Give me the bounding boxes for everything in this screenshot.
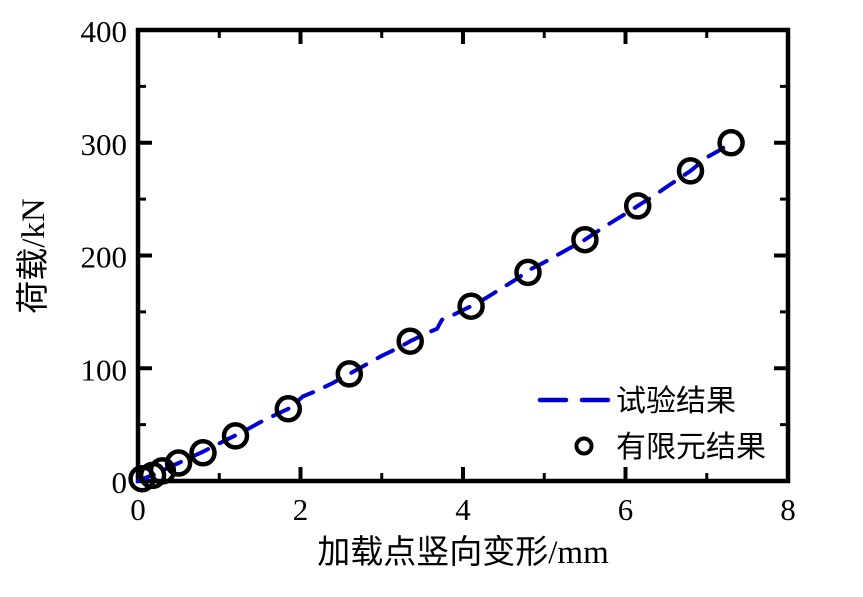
- legend-circle-sample: [574, 436, 594, 456]
- x-tick-label: 4: [455, 492, 471, 527]
- y-tick-label: 300: [81, 127, 128, 162]
- fem-result-marker: [164, 449, 193, 477]
- fem-result-marker: [717, 129, 745, 157]
- x-tick-label: 2: [293, 492, 309, 527]
- fem-result-marker: [514, 258, 542, 287]
- data-series: [128, 129, 745, 493]
- legend: [537, 397, 613, 456]
- fem-result-marker: [148, 457, 177, 485]
- y-tick-label: 0: [112, 465, 128, 500]
- x-tick-label: 6: [618, 492, 634, 527]
- test-results-curve: [136, 141, 732, 483]
- axis-ticks: [136, 28, 790, 483]
- fem-result-marker: [571, 225, 599, 254]
- x-axis-title: 加载点竖向变形/mm: [317, 534, 609, 571]
- fem-result-marker: [623, 192, 652, 220]
- fem-result-marker: [676, 157, 705, 185]
- fem-result-marker: [335, 360, 364, 388]
- y-tick-label: 100: [81, 352, 128, 387]
- fem-result-marker: [221, 422, 250, 450]
- x-tick-label: 8: [780, 492, 796, 527]
- legend-label-fem-results: 有限元结果: [616, 431, 766, 464]
- axis-tick-labels: 0 2 4 6 8 0 100 200 300 400: [81, 14, 796, 527]
- fem-result-marker: [274, 395, 303, 423]
- x-tick-label: 0: [130, 492, 146, 527]
- y-tick-label: 400: [81, 14, 128, 49]
- fem-result-marker: [457, 292, 485, 320]
- fem-result-marker: [396, 327, 424, 355]
- y-axis-title: 荷载/kN: [15, 198, 52, 314]
- legend-label-test-results: 试验结果: [616, 385, 736, 418]
- y-tick-label: 200: [81, 240, 128, 275]
- fem-result-marker: [189, 439, 217, 467]
